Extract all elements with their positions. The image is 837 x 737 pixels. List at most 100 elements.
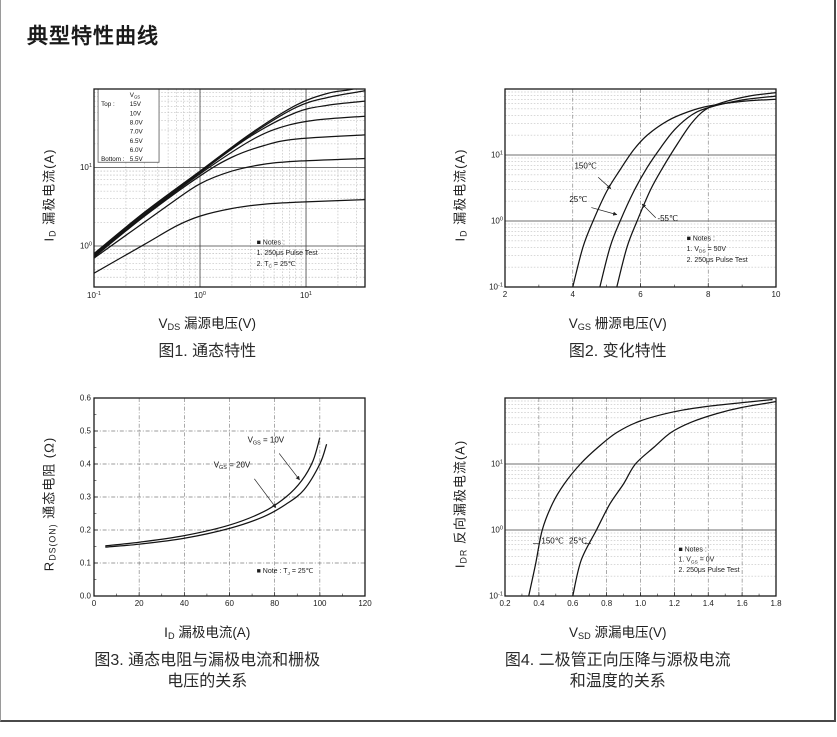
- svg-text:8: 8: [706, 290, 711, 299]
- svg-text:1.0: 1.0: [635, 599, 647, 608]
- figure-3: RDS(ON) 通态电阻 (Ω) 0 20 40 60 80 100 120 0.0 0.1 0.…: [25, 389, 390, 693]
- svg-text:2. 250μs Pulse Test: 2. 250μs Pulse Test: [686, 257, 747, 264]
- series-VGS = 10V: [105, 437, 321, 547]
- datasheet-page: 典型特性曲线 ID 漏极电流(A) 10-1 100 101 100 101 VGS Top…: [0, 0, 836, 722]
- series-150℃: [527, 398, 773, 596]
- svg-text:100: 100: [313, 599, 327, 608]
- figure-2: ID 漏极电流(A) 2 4 6 8 10 10-1 100 101 150℃ 25℃ -55℃ ■ …: [436, 80, 801, 363]
- curve-annotation: -55℃: [641, 203, 678, 223]
- series-25℃: [571, 400, 776, 596]
- chart-canvas: 0 20 40 60 80 100 120 0.0 0.1 0.2 0.3 0.4 0.5 0.6 VGS …: [80, 393, 372, 607]
- curve-annotation: VGS = 10V: [248, 435, 301, 481]
- svg-text:2. 250μs Pulse Test: 2. 250μs Pulse Test: [678, 567, 739, 574]
- grid-linear: [94, 397, 366, 596]
- svg-text:0: 0: [92, 599, 97, 608]
- svg-text:2. TC = 25℃: 2. TC = 25℃: [257, 261, 296, 270]
- series-VGS = 6.5V: [94, 134, 366, 258]
- svg-text:0.6: 0.6: [80, 393, 92, 402]
- series--55℃: [615, 92, 776, 287]
- svg-text:100: 100: [491, 525, 503, 534]
- fig2-y-axis: ID 漏极电流(A): [449, 80, 469, 310]
- svg-text:1.6: 1.6: [736, 599, 748, 608]
- fig4-chart: 0.2 0.4 0.6 0.8 1.0 1.2 1.4 1.6 1.8 10-1 100 101 150…: [469, 389, 787, 619]
- svg-text:1.8: 1.8: [770, 599, 782, 608]
- curve-annotation: 25℃: [569, 537, 591, 546]
- svg-text:40: 40: [180, 599, 189, 608]
- fig2-chart: 2 4 6 8 10 10-1 100 101 150℃ 25℃ -55℃ ■ Notes : 1. V…: [469, 80, 787, 310]
- svg-text:150℃: 150℃: [574, 162, 596, 171]
- svg-text:6: 6: [638, 290, 643, 299]
- notes-block: ■ Notes : 1. VGS = 0V2. 250μs Pulse Test: [678, 546, 739, 574]
- tick-labels: 10-1 100 101 100 101: [80, 163, 312, 300]
- notes-block: ■ Notes : 1. 250μs Pulse Test 2. TC = 25℃: [257, 239, 318, 269]
- svg-text:1. VGS = 0V: 1. VGS = 0V: [678, 557, 714, 566]
- svg-text:0.2: 0.2: [80, 525, 92, 534]
- svg-text:8.0V: 8.0V: [130, 120, 144, 127]
- svg-text:100: 100: [80, 241, 92, 250]
- svg-text:4: 4: [570, 290, 575, 299]
- svg-text:5.5V: 5.5V: [130, 156, 144, 163]
- svg-text:0.1: 0.1: [80, 558, 92, 567]
- fig4-y-axis: IDR 反向漏极电流(A): [449, 389, 469, 619]
- chart-canvas: 0.2 0.4 0.6 0.8 1.0 1.2 1.4 1.6 1.8 10-1 100 101 150…: [489, 397, 782, 608]
- svg-text:0.8: 0.8: [601, 599, 613, 608]
- plot-frame: [504, 397, 777, 597]
- svg-text:25℃: 25℃: [569, 195, 587, 204]
- svg-text:■ Notes :: ■ Notes :: [686, 235, 714, 242]
- series-group: [94, 89, 366, 274]
- svg-text:VGS = 20V: VGS = 20V: [214, 460, 251, 471]
- svg-text:■ Note : TJ = 25℃: ■ Note : TJ = 25℃: [257, 568, 314, 577]
- svg-text:60: 60: [225, 599, 234, 608]
- tick-labels: 2 4 6 8 10 10-1 100 101: [489, 150, 781, 299]
- caption-line: 图1. 通态特性: [158, 343, 257, 361]
- svg-text:0.0: 0.0: [80, 591, 92, 600]
- fig1-y-axis: ID 漏极电流(A): [38, 80, 58, 310]
- svg-text:0.4: 0.4: [80, 459, 92, 468]
- caption-line: 和温度的关系: [569, 672, 666, 690]
- svg-text:0.5: 0.5: [80, 426, 92, 435]
- fig4-x-axis-label: VSD 源漏电压(V): [568, 624, 667, 641]
- svg-text:0.2: 0.2: [499, 599, 511, 608]
- figure-4: IDR 反向漏极电流(A) 0.2 0.4 0.6 0.8 1.0 1.2 1.4 1.6 1.…: [436, 389, 801, 693]
- grid-linear: [572, 89, 709, 287]
- series-150℃: [571, 98, 776, 287]
- plot-frame: [93, 88, 366, 288]
- series-VGS = 20V: [105, 443, 328, 548]
- svg-text:2: 2: [503, 290, 508, 299]
- figure-1: ID 漏极电流(A) 10-1 100 101 100 101 VGS Top :15V 10…: [25, 80, 390, 363]
- fig1-x-axis-label: VDS 漏源电压(V): [158, 316, 256, 333]
- svg-text:0.4: 0.4: [533, 599, 545, 608]
- series-group: [571, 92, 776, 287]
- curve-annotation: 150℃: [532, 537, 564, 546]
- svg-text:-55℃: -55℃: [657, 214, 678, 223]
- svg-text:7.0V: 7.0V: [130, 129, 144, 136]
- svg-text:15V: 15V: [130, 101, 142, 108]
- svg-text:150℃: 150℃: [541, 537, 563, 546]
- svg-text:VGS: VGS: [130, 92, 141, 99]
- svg-text:101: 101: [80, 163, 92, 172]
- caption-line: 图4. 二极管正向压降与源极电流: [504, 651, 731, 669]
- tick-labels: 0 20 40 60 80 100 120 0.0 0.1 0.2 0.3 0.4 0.5 0.6: [80, 393, 372, 607]
- svg-text:1. 250μs Pulse Test: 1. 250μs Pulse Test: [257, 250, 318, 257]
- fig3-x-axis-label: ID 漏极电流(A): [164, 624, 251, 641]
- fig1-caption: 图1. 通态特性: [158, 342, 256, 363]
- fig2-y-axis-label: ID 漏极电流(A): [452, 148, 469, 242]
- svg-text:10-1: 10-1: [87, 291, 101, 300]
- svg-text:25℃: 25℃: [569, 537, 587, 546]
- chart-canvas: 10-1 100 101 100 101 VGS Top : 15V 10V 8.0V 7.0V 6.…: [80, 88, 366, 300]
- plot-frame: [504, 88, 777, 288]
- fig3-y-axis: RDS(ON) 通态电阻 (Ω): [38, 389, 58, 619]
- fig1-chart: 10-1 100 101 100 101 VGS Top : 15V 10V 8.0V 7.0V 6.…: [58, 80, 376, 310]
- series-VGS = 10V: [94, 90, 366, 255]
- svg-text:Bottom :: Bottom :: [101, 156, 125, 163]
- fig2-x-axis-label: VGS 栅源电压(V): [568, 316, 667, 333]
- series-VGS = 15V: [94, 89, 357, 255]
- caption-line: 电压的关系: [167, 672, 248, 690]
- series-group: [527, 398, 776, 596]
- svg-text:10V: 10V: [130, 110, 142, 117]
- svg-text:10-1: 10-1: [489, 591, 503, 600]
- svg-text:0.6: 0.6: [567, 599, 579, 608]
- fig2-caption: 图2. 变化特性: [569, 342, 667, 363]
- svg-text:10: 10: [771, 290, 780, 299]
- fig4-caption: 图4. 二极管正向压降与源极电流 和温度的关系: [505, 651, 731, 693]
